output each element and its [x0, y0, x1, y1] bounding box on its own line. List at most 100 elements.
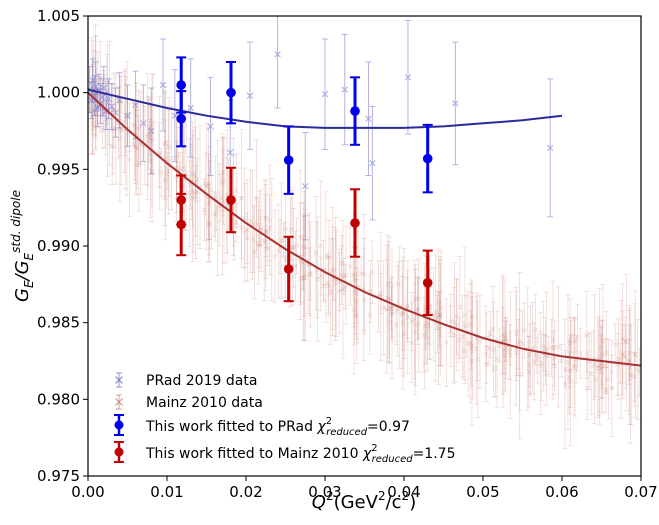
mainz-marker: [503, 345, 509, 351]
mainz-marker: [389, 311, 395, 317]
mainz-marker: [494, 356, 500, 362]
prad-marker: [302, 183, 309, 190]
mainz-point: [515, 319, 521, 370]
mainz-marker: [548, 345, 554, 351]
mainz-point: [361, 247, 367, 332]
mainz-marker: [252, 249, 257, 255]
mainz-point: [218, 173, 224, 222]
mainz-marker: [233, 188, 239, 194]
plot-data: [88, 16, 641, 450]
mainz-point: [388, 286, 394, 330]
mainz-point: [598, 324, 604, 413]
prad-point: [341, 33, 348, 146]
mainz-point: [551, 345, 557, 387]
y-tick-label: 0.975: [37, 467, 80, 485]
prad-marker: [112, 109, 119, 116]
marker: [176, 219, 187, 230]
y-title-sub2: E: [22, 252, 36, 260]
mainz-point: [412, 269, 418, 396]
mainz-marker: [502, 353, 508, 358]
mainz-point: [404, 269, 410, 343]
mainz-point: [318, 256, 324, 296]
prad-point: [140, 84, 147, 163]
mainz-marker: [177, 166, 183, 172]
mainz-marker: [361, 271, 367, 277]
mainz-marker: [281, 237, 286, 243]
mainz-marker: [326, 254, 332, 260]
mainz-point: [443, 298, 449, 388]
mainz-point: [326, 219, 332, 295]
mainz-marker: [302, 272, 308, 278]
mainz-marker: [239, 225, 244, 231]
mainz-point: [339, 245, 345, 305]
mainz-marker: [434, 309, 440, 315]
mainz-point: [387, 281, 393, 364]
mainz-point: [361, 214, 367, 335]
mainz-marker: [405, 314, 411, 320]
fit-prad-point: [176, 90, 187, 148]
mainz-point: [438, 250, 444, 367]
mainz-point: [242, 182, 248, 283]
mainz-marker: [233, 220, 239, 225]
marker: [422, 278, 433, 288]
mainz-point: [238, 129, 244, 268]
mainz-marker: [389, 305, 394, 311]
mainz-marker: [507, 352, 513, 358]
x-title-unit-sup2: 2: [402, 489, 410, 503]
mainz-point: [618, 300, 624, 419]
mainz-marker: [342, 284, 348, 290]
mainz-marker: [340, 287, 346, 292]
y-axis-title: GE/GEstd. dipole: [9, 190, 36, 302]
prad-marker: [452, 100, 459, 107]
mainz-point: [566, 340, 572, 415]
mainz-marker: [535, 356, 541, 362]
mainz-point: [354, 267, 360, 365]
prad-marker: [365, 115, 372, 122]
prad-point: [365, 61, 372, 176]
mainz-point: [194, 138, 200, 246]
mainz-marker: [330, 267, 336, 272]
prad-marker: [274, 51, 281, 58]
mainz-point: [469, 296, 475, 426]
mainz-marker: [206, 222, 212, 227]
mainz-point: [454, 278, 460, 371]
mainz-point: [207, 159, 213, 240]
mainz-marker: [194, 177, 200, 183]
mainz-marker: [244, 227, 250, 233]
mainz-marker: [517, 338, 522, 344]
y-tick-label: 1.000: [37, 84, 80, 102]
prad-marker: [321, 91, 329, 98]
mainz-point: [573, 335, 579, 384]
mainz-marker: [620, 336, 625, 342]
mainz-marker: [400, 310, 406, 316]
mainz-point: [577, 327, 583, 379]
mainz-marker: [192, 173, 198, 179]
mainz-marker: [118, 128, 124, 133]
mainz-point: [575, 303, 581, 372]
marker: [283, 155, 294, 165]
mainz-marker: [358, 271, 364, 276]
mainz-point: [262, 193, 268, 291]
mainz-point: [626, 325, 632, 381]
mainz-marker: [531, 359, 537, 364]
x-title-sup: 2: [326, 489, 334, 503]
mainz-marker: [385, 282, 391, 287]
mainz-marker: [145, 138, 151, 144]
mainz-marker: [336, 288, 342, 294]
plot-area: [88, 16, 641, 450]
mainz-point: [250, 206, 256, 273]
mainz-point: [367, 275, 373, 355]
mainz-point: [166, 97, 172, 197]
y-title-sup2: std. dipole: [9, 190, 23, 253]
mainz-point: [502, 316, 508, 361]
mainz-point: [609, 339, 615, 437]
prad-marker: [116, 97, 123, 104]
mainz-marker: [263, 229, 269, 234]
prad-marker: [108, 103, 115, 110]
mainz-point: [584, 334, 590, 372]
mainz-marker: [132, 144, 138, 150]
mainz-point: [637, 348, 641, 397]
mainz-marker: [318, 243, 324, 249]
legend-label-fit-mainz: This work fitted to Mainz 2010 χ2 reduced…: [145, 443, 455, 465]
